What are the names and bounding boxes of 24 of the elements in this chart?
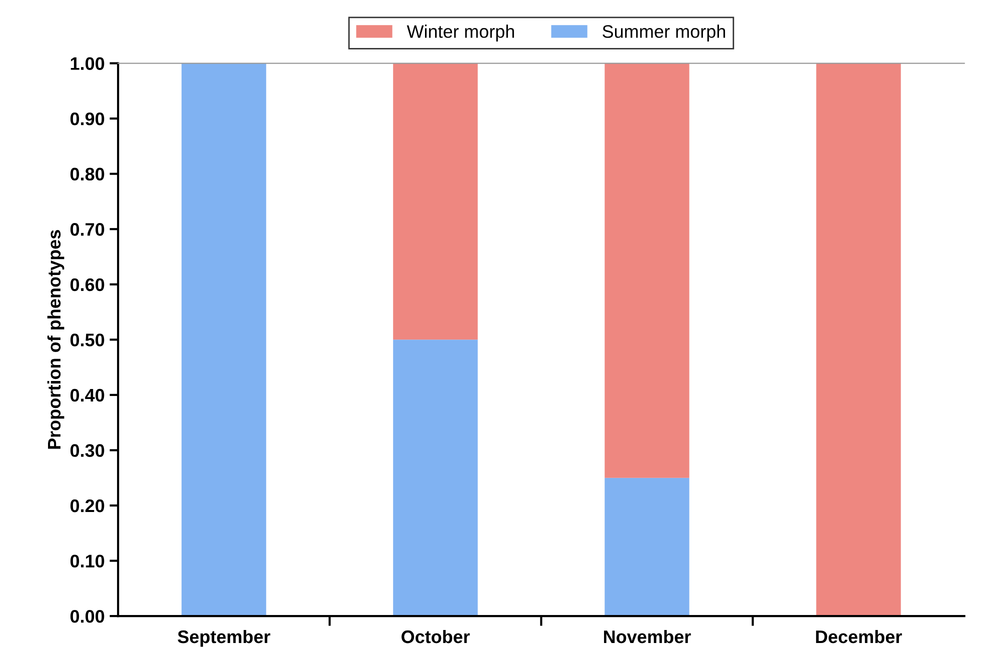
y-tick-label: 1.00 [70, 57, 104, 70]
y-tick-label: 0.30 [70, 444, 104, 457]
y-tick-label: 0.90 [70, 112, 104, 126]
y-tick-label: 0.80 [70, 168, 104, 181]
bar [604, 63, 690, 478]
bar [816, 63, 901, 616]
legend-label: Winter morph [406, 24, 514, 42]
bar [393, 63, 478, 340]
x-tick-label: November [604, 630, 691, 644]
legend-label: Summer morph [602, 24, 726, 42]
y-axis-title: Proportion of phenotypes [47, 230, 64, 449]
x-tick-label: December [816, 630, 902, 644]
x-tick-label: September [178, 630, 270, 647]
y-tick-label: 0.60 [70, 278, 104, 292]
bar [182, 63, 266, 616]
y-tick-label: 0.40 [70, 388, 104, 402]
bar [393, 340, 478, 616]
y-tick-label: 0.00 [70, 610, 104, 623]
y-tick-label: 0.70 [70, 223, 104, 236]
y-tick-label: 0.10 [70, 554, 104, 568]
bar [604, 478, 690, 616]
y-tick-label: 0.50 [70, 334, 104, 346]
y-tick-label: 0.20 [70, 499, 104, 512]
x-tick-label: October [402, 630, 470, 644]
